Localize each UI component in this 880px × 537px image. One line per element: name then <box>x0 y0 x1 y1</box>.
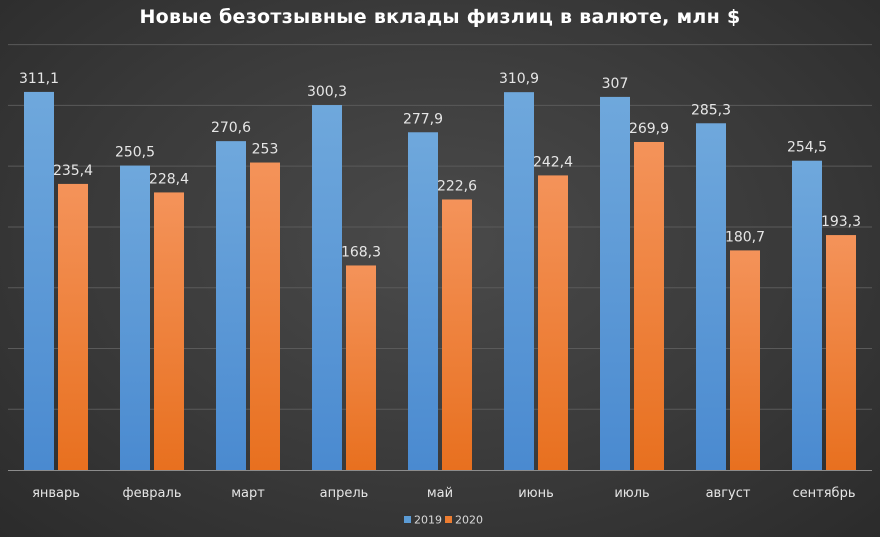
bar-2020-8 <box>730 250 760 470</box>
bar-2019-6 <box>504 92 534 470</box>
category-label-3: март <box>231 486 265 501</box>
category-label-7: июль <box>614 486 649 501</box>
data-label-2020-2: 228,4 <box>149 171 189 187</box>
data-label-2020-5: 222,6 <box>437 178 477 194</box>
data-label-2019-5: 277,9 <box>403 111 443 127</box>
legend-label-2019: 2019 <box>414 514 442 527</box>
legend-swatch-2020 <box>445 516 452 523</box>
bar-2019-2 <box>120 165 150 470</box>
data-label-2020-3: 253 <box>252 142 279 158</box>
bar-2020-1 <box>58 183 88 470</box>
bar-2019-4 <box>312 105 342 470</box>
category-label-9: сентябрь <box>793 486 856 501</box>
bar-2020-3 <box>250 162 280 470</box>
data-label-2019-4: 300,3 <box>307 84 347 100</box>
bar-2019-8 <box>696 123 726 471</box>
data-label-2020-1: 235,4 <box>53 163 93 179</box>
category-label-4: апрель <box>320 486 369 501</box>
chart-title: Новые безотзывные вклады физлиц в валюте… <box>139 6 741 28</box>
data-label-2020-9: 193,3 <box>821 214 861 230</box>
bar-2019-7 <box>600 96 630 471</box>
bar-2020-6 <box>538 175 568 470</box>
category-label-1: январь <box>32 486 80 501</box>
gridlines <box>8 44 872 410</box>
bar-2020-2 <box>154 192 184 470</box>
data-label-2019-3: 270,6 <box>211 120 251 136</box>
data-label-2019-7: 307 <box>602 76 629 92</box>
data-label-2019-6: 310,9 <box>499 71 539 87</box>
bar-2020-4 <box>346 265 376 470</box>
category-label-5: май <box>427 486 453 501</box>
bar-2020-7 <box>634 141 664 470</box>
data-label-2020-6: 242,4 <box>533 154 573 170</box>
legend-swatch-2019 <box>404 516 411 523</box>
bars <box>24 91 856 471</box>
category-label-2: февраль <box>123 486 182 501</box>
bar-2019-3 <box>216 141 246 470</box>
bar-2019-5 <box>408 132 438 470</box>
data-label-2019-1: 311,1 <box>19 71 59 87</box>
legend: 2019 2020 <box>404 514 483 527</box>
data-label-2019-8: 285,3 <box>691 102 731 118</box>
data-label-2019-2: 250,5 <box>115 145 155 161</box>
x-axis: январь февраль март апрель май июнь июль август… <box>8 470 872 501</box>
bar-2019-9 <box>792 160 822 470</box>
category-label-8: август <box>706 486 751 501</box>
data-label-2020-7: 269,9 <box>629 121 669 137</box>
data-label-2019-9: 254,5 <box>787 140 827 156</box>
category-label-6: июнь <box>518 486 554 501</box>
data-label-2020-8: 180,7 <box>725 229 765 245</box>
legend-label-2020: 2020 <box>455 514 483 527</box>
bar-2019-1 <box>24 91 54 471</box>
bar-2020-5 <box>442 199 472 470</box>
data-label-2020-4: 168,3 <box>341 244 381 260</box>
bar-2020-9 <box>826 235 856 470</box>
